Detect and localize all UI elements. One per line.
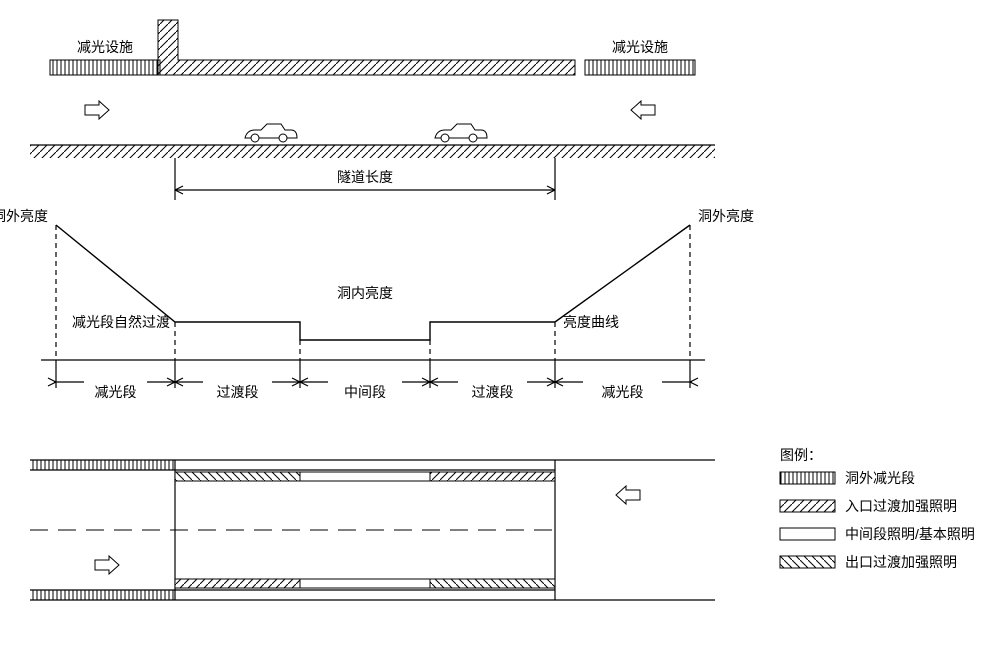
legend-entrance-label: 入口过渡加强照明 <box>845 498 957 514</box>
legend-middle-label: 中间段照明/基本照明 <box>845 526 975 542</box>
legend-outside-swatch <box>780 472 835 484</box>
tunnel-ceiling <box>158 20 575 75</box>
road-surface <box>30 145 715 158</box>
svg-text:中间段: 中间段 <box>344 384 386 400</box>
svg-text:减光段: 减光段 <box>95 384 137 400</box>
legend-middle-swatch <box>780 528 835 540</box>
dim-facility-box <box>50 60 160 75</box>
dim-facility-label: 减光设施 <box>77 39 133 55</box>
svg-text:过渡段: 过渡段 <box>217 384 259 400</box>
label-brightness-curve: 亮度曲线 <box>563 314 619 330</box>
legend-title: 图例： <box>780 447 822 463</box>
label-inside: 洞内亮度 <box>337 285 393 301</box>
svg-text:隧道长度: 隧道长度 <box>337 169 393 185</box>
car-icon <box>245 124 297 142</box>
legend-entrance-swatch <box>780 500 835 512</box>
label-natural-transition: 减光段自然过渡 <box>72 314 170 330</box>
legend-outside-label: 洞外减光段 <box>845 470 915 486</box>
legend-exit-swatch <box>780 556 835 568</box>
label-outside-right: 洞外亮度 <box>698 208 754 224</box>
svg-text:过渡段: 过渡段 <box>472 384 514 400</box>
label-outside-left: 洞外亮度 <box>0 208 48 224</box>
legend-exit-label: 出口过渡加强照明 <box>845 554 957 570</box>
svg-text:减光段: 减光段 <box>602 384 644 400</box>
dim-facility-label: 减光设施 <box>612 39 668 55</box>
dim-facility-box <box>585 60 695 75</box>
car-icon <box>435 124 487 142</box>
